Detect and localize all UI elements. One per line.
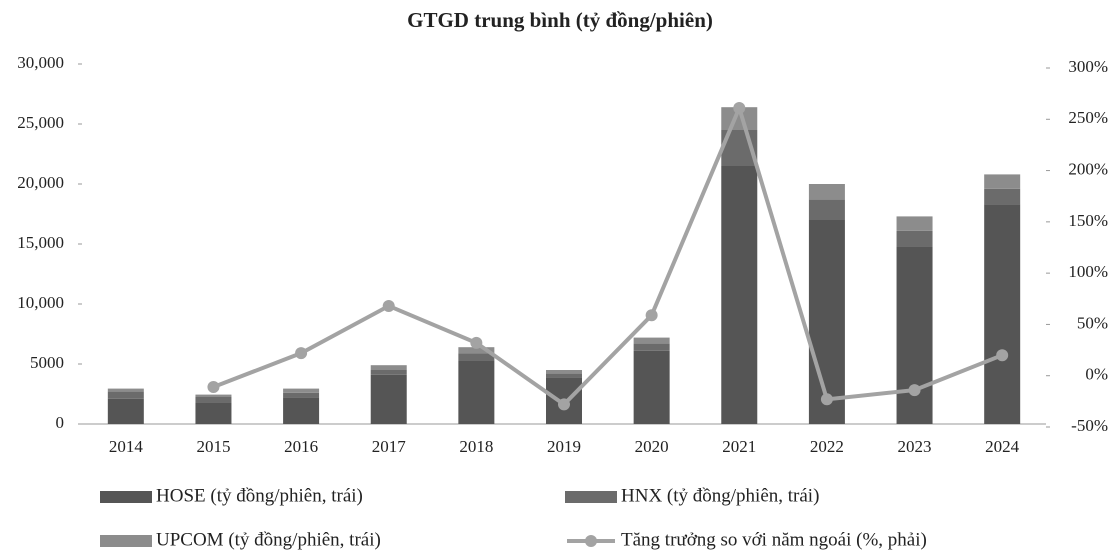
y2-tick-label: -50% — [1071, 416, 1108, 435]
chart-title: GTGD trung bình (tỷ đồng/phiên) — [407, 8, 713, 32]
y2-tick-label: 50% — [1077, 313, 1108, 332]
line-marker — [908, 384, 921, 397]
y-tick-label: 0 — [56, 413, 65, 432]
bar — [546, 373, 582, 378]
bar — [808, 220, 845, 424]
bar — [984, 204, 1021, 424]
y-tick-label: 15,000 — [17, 233, 64, 252]
x-tick-label: 2022 — [810, 437, 844, 456]
bar — [721, 166, 758, 424]
x-tick-label: 2017 — [372, 437, 407, 456]
x-tick-label: 2018 — [459, 437, 493, 456]
bar — [370, 370, 407, 375]
y2-tick-label: 250% — [1068, 108, 1108, 127]
x-tick-label: 2016 — [284, 437, 318, 456]
bar — [458, 360, 495, 424]
x-tick-label: 2024 — [985, 437, 1020, 456]
legend-swatch — [565, 491, 617, 503]
line-marker — [558, 398, 570, 411]
legend-swatch — [100, 491, 152, 503]
line-marker — [645, 309, 658, 322]
x-tick-label: 2021 — [722, 437, 756, 456]
line-marker — [207, 380, 220, 393]
bar — [195, 402, 232, 424]
x-tick-label: 2019 — [547, 437, 581, 456]
line — [212, 102, 1003, 408]
line-marker — [382, 299, 395, 312]
bar — [195, 394, 232, 397]
legend-label: HNX (tỷ đồng/phiên, trái) — [621, 485, 819, 506]
legend-swatch — [100, 535, 152, 547]
bar — [458, 353, 495, 361]
y-tick-label: 10,000 — [17, 293, 64, 312]
bar — [808, 199, 845, 220]
bar — [283, 397, 320, 424]
bar — [458, 347, 495, 354]
bar — [370, 365, 407, 370]
line-marker — [470, 336, 483, 349]
y2-tick-label: 150% — [1068, 211, 1108, 230]
bar — [896, 246, 933, 424]
y-tick-label: 25,000 — [17, 113, 64, 132]
legend-swatch — [585, 535, 597, 547]
y2-tick-label: 100% — [1068, 262, 1108, 281]
x-tick-label: 2020 — [635, 437, 669, 456]
y2-tick-label: 200% — [1068, 159, 1108, 178]
y-tick-label: 5000 — [30, 353, 64, 372]
y2-tick-label: 300% — [1068, 57, 1108, 76]
bar — [283, 388, 320, 393]
bar — [633, 337, 670, 344]
legend-label: Tăng trưởng so với năm ngoái (%, phải) — [621, 529, 927, 550]
legend-label: HOSE (tỷ đồng/phiên, trái) — [156, 485, 363, 506]
bar — [896, 230, 933, 247]
bar — [107, 398, 144, 424]
bar — [984, 174, 1021, 189]
bar — [896, 216, 933, 231]
line-marker — [295, 347, 308, 360]
x-tick-label: 2015 — [196, 437, 230, 456]
x-tick-label: 2014 — [109, 437, 144, 456]
bar — [546, 370, 582, 374]
legend-label: UPCOM (tỷ đồng/phiên, trái) — [156, 529, 381, 550]
y-tick-label: 20,000 — [17, 173, 64, 192]
bar — [633, 350, 670, 424]
y2-tick-label: 0% — [1085, 365, 1108, 384]
bar — [107, 388, 144, 392]
bar — [107, 391, 144, 399]
bar — [370, 374, 407, 424]
bar — [984, 188, 1021, 205]
line-marker — [820, 393, 833, 406]
y-tick-label: 30,000 — [17, 53, 64, 72]
bar — [283, 392, 320, 398]
bar — [808, 184, 845, 200]
x-tick-label: 2023 — [898, 437, 932, 456]
bar — [195, 397, 232, 403]
line-marker — [996, 349, 1009, 362]
line-marker — [733, 102, 746, 115]
bar — [633, 343, 670, 351]
